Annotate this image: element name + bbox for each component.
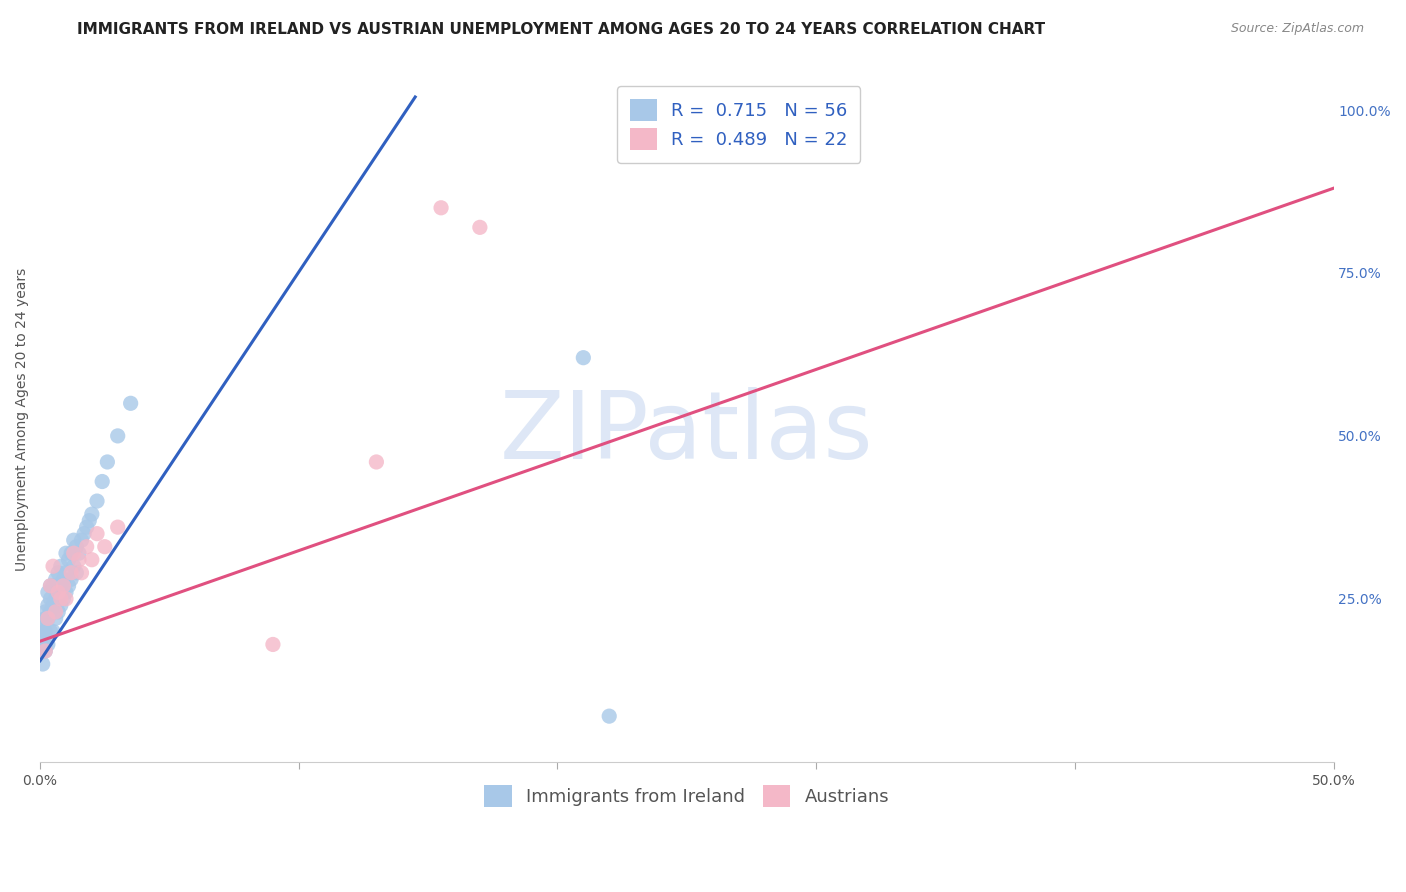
Point: [34, 644, 56, 658]
Point: [70, 533, 93, 548]
Point: [39, 605, 62, 619]
Point: [52, 579, 75, 593]
Point: [31, 631, 53, 645]
Point: [49, 579, 72, 593]
Point: [49, 591, 72, 606]
Point: [42, 624, 65, 639]
Point: [96, 455, 118, 469]
Point: [34, 605, 56, 619]
Point: [34, 624, 56, 639]
Point: [67, 546, 90, 560]
Point: [65, 540, 87, 554]
Point: [366, 455, 388, 469]
Point: [49, 559, 72, 574]
Point: [31, 644, 53, 658]
Text: IMMIGRANTS FROM IRELAND VS AUSTRIAN UNEMPLOYMENT AMONG AGES 20 TO 24 YEARS CORRE: IMMIGRANTS FROM IRELAND VS AUSTRIAN UNEM…: [77, 22, 1046, 37]
Point: [34, 644, 56, 658]
Point: [107, 520, 129, 534]
Point: [62, 559, 84, 574]
Point: [49, 599, 72, 613]
Point: [42, 559, 65, 574]
Point: [91, 475, 114, 489]
Point: [58, 579, 80, 593]
Point: [52, 572, 75, 586]
Point: [94, 540, 117, 554]
Y-axis label: Unemployment Among Ages 20 to 24 years: Unemployment Among Ages 20 to 24 years: [15, 268, 30, 571]
Text: Source: ZipAtlas.com: Source: ZipAtlas.com: [1230, 22, 1364, 36]
Point: [39, 624, 62, 639]
Point: [37, 599, 59, 613]
Point: [598, 709, 620, 723]
Point: [77, 514, 100, 528]
Point: [262, 637, 284, 651]
Point: [60, 572, 83, 586]
Point: [70, 566, 93, 580]
Point: [55, 546, 77, 560]
Point: [46, 566, 69, 580]
Point: [39, 591, 62, 606]
Point: [39, 579, 62, 593]
Point: [67, 553, 90, 567]
Point: [73, 526, 96, 541]
Point: [120, 396, 142, 410]
Point: [107, 429, 129, 443]
Point: [45, 611, 67, 625]
Point: [52, 591, 75, 606]
Point: [37, 585, 59, 599]
Point: [37, 611, 59, 625]
Point: [65, 566, 87, 580]
Point: [62, 546, 84, 560]
Point: [86, 526, 108, 541]
Point: [39, 579, 62, 593]
Point: [31, 657, 53, 671]
Point: [37, 637, 59, 651]
Point: [58, 553, 80, 567]
Legend: Immigrants from Ireland, Austrians: Immigrants from Ireland, Austrians: [477, 778, 897, 814]
Point: [62, 533, 84, 548]
Point: [37, 611, 59, 625]
Point: [430, 201, 453, 215]
Point: [55, 566, 77, 580]
Point: [46, 585, 69, 599]
Point: [46, 585, 69, 599]
Point: [468, 220, 491, 235]
Point: [60, 546, 83, 560]
Point: [34, 611, 56, 625]
Point: [55, 585, 77, 599]
Point: [80, 507, 103, 521]
Point: [34, 637, 56, 651]
Point: [86, 494, 108, 508]
Point: [45, 605, 67, 619]
Point: [76, 520, 98, 534]
Point: [76, 540, 98, 554]
Point: [60, 566, 83, 580]
Point: [31, 618, 53, 632]
Point: [55, 591, 77, 606]
Point: [572, 351, 595, 365]
Point: [80, 553, 103, 567]
Point: [42, 579, 65, 593]
Point: [45, 572, 67, 586]
Point: [45, 591, 67, 606]
Point: [46, 605, 69, 619]
Point: [31, 624, 53, 639]
Point: [42, 599, 65, 613]
Text: ZIPatlas: ZIPatlas: [501, 387, 873, 479]
